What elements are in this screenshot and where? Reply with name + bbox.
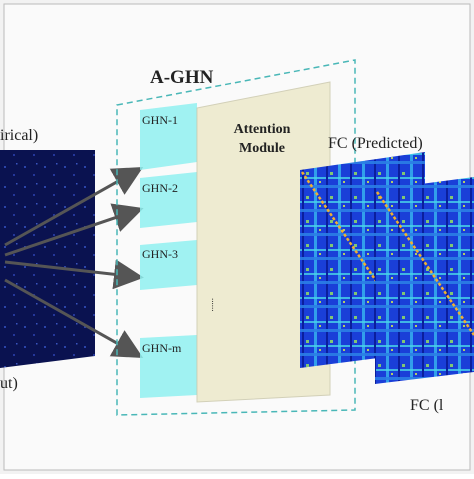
fc-empirical-label: FC (l — [410, 397, 444, 414]
ghn-label: GHN-3 — [142, 247, 178, 261]
input-top-label: irical) — [0, 127, 38, 144]
attention-module — [196, 81, 331, 403]
attention-label: Attention — [234, 122, 291, 137]
ghn-label: GHN-1 — [142, 113, 178, 127]
diagonal — [375, 191, 474, 336]
ellipsis: ...... — [210, 298, 220, 312]
arrows — [4, 167, 144, 358]
input-matrix — [0, 150, 95, 368]
attention-label: Module — [239, 141, 285, 156]
fc-empirical-matrix — [375, 177, 474, 384]
diagonal — [300, 171, 425, 351]
fc-predicted-label: FC (Predicted) — [328, 135, 423, 152]
ghn-label: GHN-2 — [142, 181, 178, 195]
ghn-label: GHN-m — [142, 341, 182, 355]
ghn-modules — [140, 103, 197, 398]
aghn-title: A-GHN — [150, 67, 214, 88]
aghn-frame — [116, 59, 356, 416]
input-bottom-label: ut) — [0, 375, 18, 392]
